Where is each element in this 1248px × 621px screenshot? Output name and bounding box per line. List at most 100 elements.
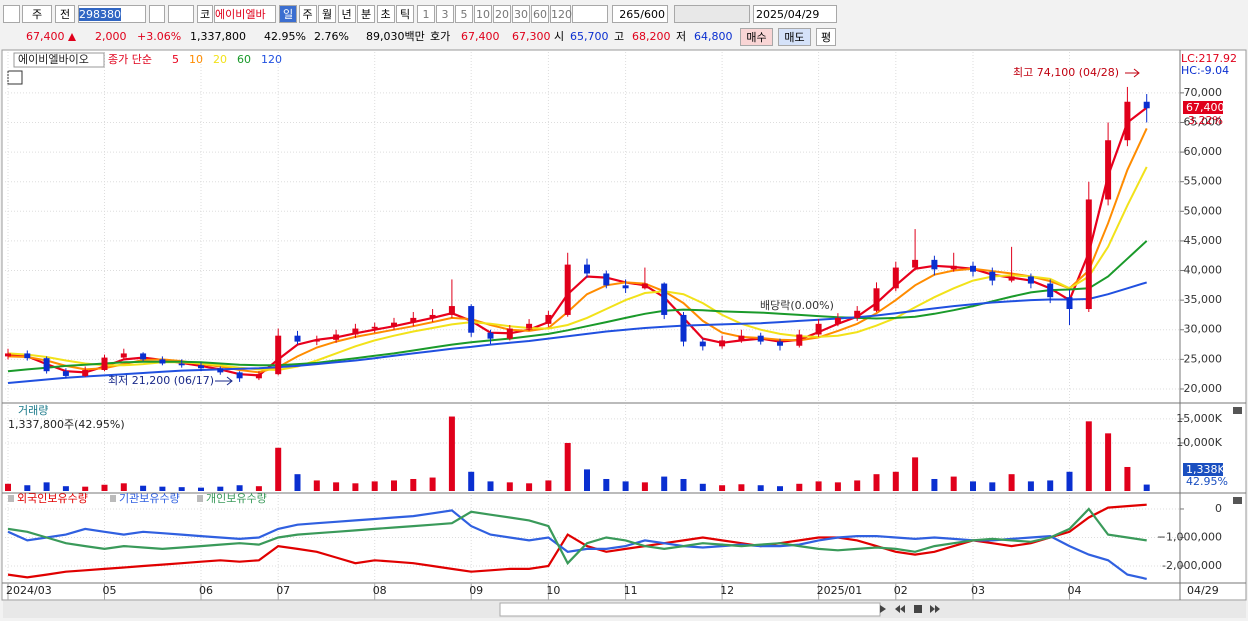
candle-body: [719, 340, 726, 347]
period-button[interactable]: 3: [436, 5, 454, 23]
volume-bar: [506, 482, 513, 491]
volume-bar: [255, 486, 262, 491]
legend-entry: 개인보유수량: [206, 492, 267, 505]
candle-body: [140, 353, 147, 360]
period-button[interactable]: 30: [512, 5, 530, 23]
volume-bar: [526, 483, 533, 491]
volume-bar: [950, 476, 957, 491]
y-tick-label: 50,000: [1184, 204, 1223, 217]
buy-button[interactable]: 매수: [740, 28, 773, 46]
annotation-arrow: [215, 376, 233, 386]
candle-body: [584, 264, 590, 274]
tool-icons[interactable]: [674, 5, 750, 23]
volume-ratio: 42.95%: [264, 30, 306, 43]
y-tick-label: 70,000: [1184, 86, 1223, 99]
volume-bar: [892, 471, 899, 491]
volume-bar: [777, 486, 783, 491]
bid: 67,300: [512, 30, 551, 43]
period-button[interactable]: 초: [376, 5, 395, 23]
candle-body: [5, 353, 11, 357]
y-tick-label: 35,000: [1184, 293, 1223, 306]
table-icon[interactable]: [7, 70, 23, 85]
annotation-dividend: 배당락(0.00%): [760, 299, 834, 312]
last-ratio: 42.95%: [1186, 475, 1228, 488]
open: 65,700: [570, 30, 609, 43]
date-input[interactable]: 2025/04/29: [753, 5, 837, 23]
y-tick-label: 60,000: [1184, 145, 1223, 158]
turnover: 2.76%: [314, 30, 349, 43]
volume-bar: [1008, 474, 1015, 491]
y-tick-label: 10,000K: [1176, 436, 1222, 449]
ma-line: [7, 281, 1147, 384]
period-button[interactable]: 일: [279, 5, 297, 23]
period-button[interactable]: 월: [318, 5, 336, 23]
period-button[interactable]: 년: [337, 5, 356, 23]
candle-body: [950, 265, 957, 270]
panel-title: 에이비엘바이오: [18, 53, 89, 66]
avg-button[interactable]: 평: [816, 28, 836, 46]
candle-body: [545, 314, 552, 324]
stock-name[interactable]: 에이비엘바: [214, 5, 276, 23]
search-button[interactable]: [149, 5, 165, 23]
scroll-controls[interactable]: [880, 605, 940, 613]
sound-button[interactable]: [168, 5, 194, 23]
candle-body: [873, 288, 880, 311]
period-button[interactable]: 5: [455, 5, 473, 23]
candle-body: [777, 341, 783, 346]
market-button[interactable]: 코: [197, 5, 213, 23]
ma-line: [7, 166, 1148, 372]
volume-bar: [584, 469, 590, 491]
volume-bar: [140, 485, 147, 491]
period-button[interactable]: 분: [357, 5, 375, 23]
volume-bar: [796, 483, 803, 491]
legend-prefix: 종가 단순: [108, 53, 152, 66]
candle-body: [294, 335, 301, 342]
high-label: 고: [614, 30, 625, 43]
candle-body: [989, 271, 996, 281]
scroll-thumb[interactable]: [499, 602, 881, 617]
volume-bar: [198, 487, 204, 491]
volume-bar: [1047, 480, 1054, 491]
period-button[interactable]: 주: [298, 5, 317, 23]
code-input[interactable]: 298380: [78, 5, 146, 23]
title-box: [13, 52, 105, 68]
period-button[interactable]: 1: [417, 5, 435, 23]
ma-line: [7, 240, 1148, 373]
ma-line: [7, 106, 1148, 377]
close-icon[interactable]: [1233, 497, 1242, 504]
volume-bar: [82, 486, 89, 491]
period-button[interactable]: 10: [474, 5, 492, 23]
mode-button[interactable]: 전: [55, 5, 75, 23]
x-tick-label: 12: [720, 584, 734, 597]
holding-line: [7, 507, 1147, 566]
volume-bar: [912, 457, 919, 491]
candle-body: [1008, 276, 1015, 281]
period-select[interactable]: 주: [22, 5, 52, 23]
last-badge: [1183, 463, 1223, 476]
legend-entry: 5: [172, 53, 179, 66]
legend-swatch: [197, 495, 203, 502]
custom-interval[interactable]: [572, 5, 608, 23]
period-button[interactable]: 120: [550, 5, 572, 23]
volume-bar: [854, 480, 861, 491]
panel-subtitle: 1,337,800주(42.95%): [8, 418, 125, 431]
sell-button[interactable]: 매도: [778, 28, 811, 46]
period-button[interactable]: 20: [493, 5, 511, 23]
menu-button[interactable]: [3, 5, 20, 23]
close-icon[interactable]: [1233, 407, 1242, 414]
period-button[interactable]: 60: [531, 5, 549, 23]
y-tick-label: 20,000: [1184, 382, 1223, 395]
y-tick-label: 15,000K: [1176, 412, 1222, 425]
volume-bar: [62, 486, 69, 491]
x-tick-label: 2024/03: [6, 584, 52, 597]
volume-bar: [313, 480, 320, 491]
volume-bar: [333, 482, 340, 491]
holding-line: [7, 509, 1147, 580]
y-tick-label: 30,000: [1184, 323, 1223, 336]
lc-label: LC:217.92: [1181, 52, 1237, 65]
candle-body: [178, 363, 185, 366]
count-box[interactable]: 265/600: [612, 5, 668, 23]
period-button[interactable]: 틱: [396, 5, 414, 23]
candle-body: [217, 368, 224, 373]
